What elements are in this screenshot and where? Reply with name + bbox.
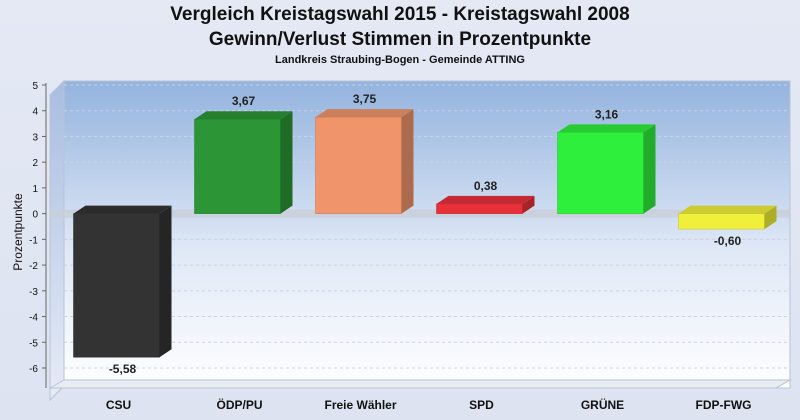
y-tick-label: -1 xyxy=(29,235,38,246)
plot-back-wall xyxy=(63,80,791,389)
y-tick-label: 3 xyxy=(32,132,38,143)
x-tick-label: CSU xyxy=(106,398,131,412)
y-tick-label: -5 xyxy=(29,338,38,349)
bar-2 xyxy=(194,111,293,214)
data-label: 3,67 xyxy=(232,94,256,108)
bar-side xyxy=(401,109,414,214)
chart-title-line2: Gewinn/Verlust Stimmen in Prozentpunkte xyxy=(208,29,592,50)
bar-top xyxy=(315,109,414,118)
bar-top xyxy=(73,205,172,214)
zero-plane xyxy=(50,209,790,218)
data-label: 3,75 xyxy=(353,92,377,106)
bar-top xyxy=(436,195,535,204)
y-tick-label: 1 xyxy=(32,184,38,195)
bar-front xyxy=(315,116,402,214)
bar-side xyxy=(522,195,535,214)
bar-front xyxy=(436,203,523,214)
data-label: 3,16 xyxy=(595,107,619,121)
bar-top xyxy=(678,205,777,214)
y-tick-label: -2 xyxy=(29,261,38,272)
y-tick-label: 4 xyxy=(32,107,38,118)
data-label: -5,58 xyxy=(109,362,137,376)
bar-1 xyxy=(73,205,172,358)
data-label: -0,60 xyxy=(714,234,742,248)
bar-side xyxy=(643,124,656,214)
x-tick-label: ÖDP/PU xyxy=(216,397,262,412)
bar-5 xyxy=(557,124,656,214)
bar-top xyxy=(194,111,293,120)
bar-side xyxy=(764,205,777,230)
bar-top xyxy=(557,124,656,133)
bar-front xyxy=(194,118,281,214)
chart-subtitle: Landkreis Straubing-Bogen - Gemeinde ATT… xyxy=(275,54,525,66)
bar-front xyxy=(557,132,644,214)
x-tick-label: GRÜNE xyxy=(581,397,624,412)
x-tick-label: SPD xyxy=(469,398,494,412)
y-tick-label: -6 xyxy=(29,364,38,375)
bar-6 xyxy=(678,205,777,230)
x-tick-label: Freie Wähler xyxy=(324,398,396,412)
plot-side-wall xyxy=(49,79,65,402)
bar-front xyxy=(678,213,765,230)
bar-3 xyxy=(315,109,414,214)
y-tick-label: 0 xyxy=(32,210,38,221)
y-tick-label: -3 xyxy=(29,287,38,298)
y-tick-label: -4 xyxy=(29,313,38,324)
y-tick-label: 5 xyxy=(32,81,38,92)
plot-floor xyxy=(48,379,792,389)
data-label: 0,38 xyxy=(474,179,498,193)
bar-front xyxy=(73,213,160,358)
bar-side xyxy=(280,111,293,214)
bar-4 xyxy=(436,195,535,214)
chart-title: Vergleich Kreistagswahl 2015 - Kreistags… xyxy=(170,4,630,25)
bar-side xyxy=(159,205,172,358)
x-tick-label: FDP-FWG xyxy=(696,398,752,412)
y-tick-label: 2 xyxy=(32,158,38,169)
